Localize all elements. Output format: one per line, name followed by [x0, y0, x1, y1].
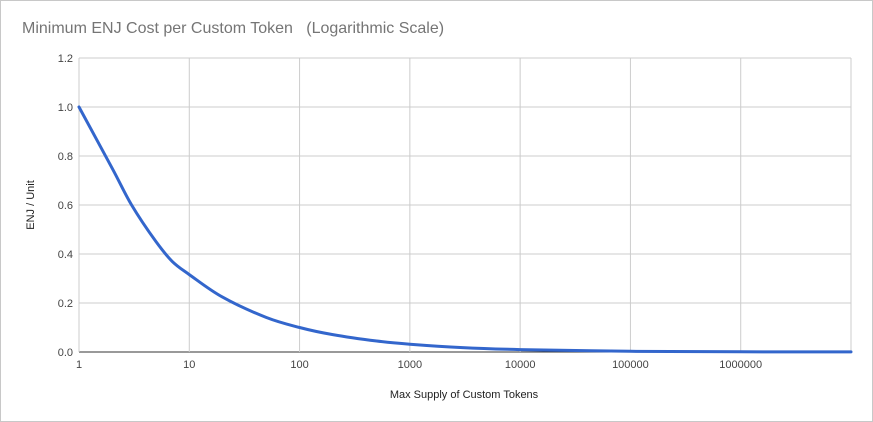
series-line-0	[77, 105, 853, 354]
y-axis-label: ENJ / Unit	[25, 180, 37, 230]
x-tick-label: 10	[183, 359, 195, 371]
x-tick-label: 1	[76, 359, 82, 371]
y-tick-label: 1.0	[58, 102, 73, 114]
y-tick-label: 0.8	[58, 151, 73, 163]
chart-title: Minimum ENJ Cost per Custom Token (Logar…	[22, 20, 445, 37]
y-axis-ticks: 0.0 0.2 0.4 0.6 0.8 1.0 1.2	[58, 53, 73, 359]
y-tick-label: 0.6	[58, 200, 73, 212]
gridlines	[78, 57, 852, 353]
x-tick-label: 100	[290, 359, 308, 371]
y-tick-label: 0.4	[58, 249, 73, 261]
x-axis-label: Max Supply of Custom Tokens	[390, 389, 539, 401]
series-group	[77, 105, 853, 354]
y-tick-label: 0.0	[58, 347, 73, 359]
x-tick-label: 1000000	[719, 359, 762, 371]
y-tick-label: 0.2	[58, 298, 73, 310]
y-tick-label: 1.2	[58, 53, 73, 65]
x-axis-ticks: 1 10 100 1000 10000 100000 1000000	[76, 359, 762, 371]
x-tick-label: 10000	[505, 359, 536, 371]
x-tick-label: 100000	[612, 359, 649, 371]
x-tick-label: 1000	[398, 359, 422, 371]
